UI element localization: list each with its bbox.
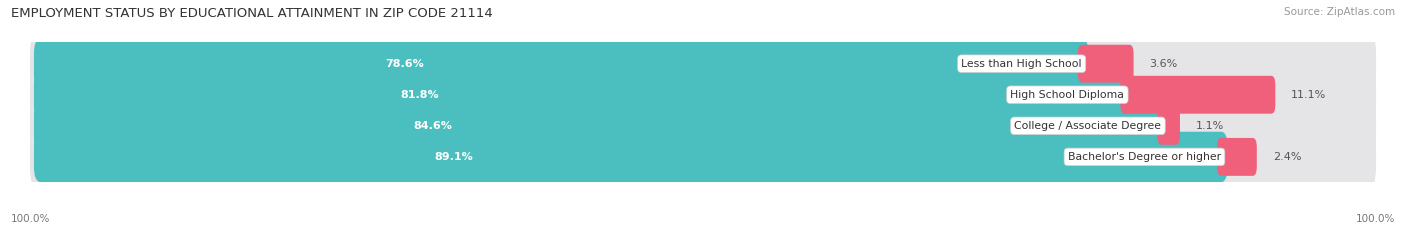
Text: 84.6%: 84.6% [413, 121, 453, 131]
Text: 81.8%: 81.8% [401, 90, 439, 100]
Text: 100.0%: 100.0% [1355, 214, 1395, 224]
Text: 3.6%: 3.6% [1150, 59, 1178, 69]
FancyBboxPatch shape [1157, 107, 1180, 145]
FancyBboxPatch shape [34, 70, 1130, 120]
FancyBboxPatch shape [1121, 76, 1275, 114]
Text: 1.1%: 1.1% [1197, 121, 1225, 131]
Text: 100.0%: 100.0% [11, 214, 51, 224]
Text: Less than High School: Less than High School [962, 59, 1083, 69]
Text: High School Diploma: High School Diploma [1011, 90, 1125, 100]
Text: 78.6%: 78.6% [385, 59, 425, 69]
FancyBboxPatch shape [1218, 138, 1257, 176]
Text: College / Associate Degree: College / Associate Degree [1014, 121, 1161, 131]
Text: 2.4%: 2.4% [1272, 152, 1301, 162]
FancyBboxPatch shape [30, 91, 1376, 160]
Text: 11.1%: 11.1% [1291, 90, 1326, 100]
FancyBboxPatch shape [1078, 45, 1133, 83]
FancyBboxPatch shape [30, 60, 1376, 129]
FancyBboxPatch shape [34, 101, 1168, 151]
Text: 89.1%: 89.1% [434, 152, 472, 162]
FancyBboxPatch shape [30, 122, 1376, 191]
Text: EMPLOYMENT STATUS BY EDUCATIONAL ATTAINMENT IN ZIP CODE 21114: EMPLOYMENT STATUS BY EDUCATIONAL ATTAINM… [11, 7, 494, 20]
Text: Source: ZipAtlas.com: Source: ZipAtlas.com [1284, 7, 1395, 17]
FancyBboxPatch shape [30, 29, 1376, 98]
FancyBboxPatch shape [34, 38, 1088, 89]
FancyBboxPatch shape [34, 132, 1227, 182]
Text: Bachelor's Degree or higher: Bachelor's Degree or higher [1069, 152, 1220, 162]
